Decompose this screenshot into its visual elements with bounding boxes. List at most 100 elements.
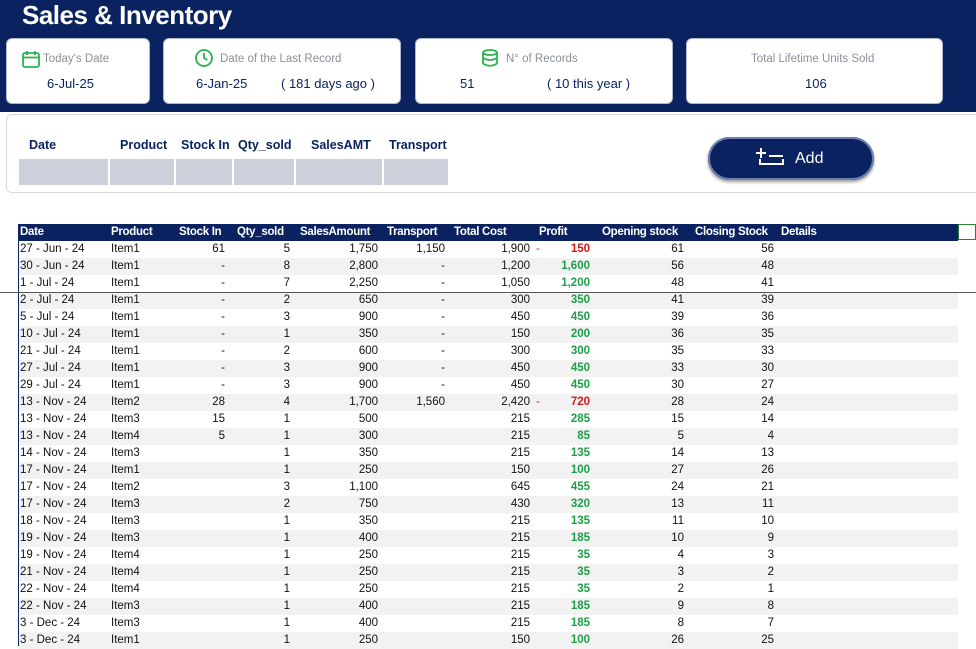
cell-sales-amount: 650 (358, 294, 378, 306)
cell-closing-stock: 14 (761, 413, 774, 425)
col-opening-stock[interactable]: Opening stock (602, 226, 678, 238)
table-row[interactable]: 10 - Jul - 24 Item1 - 1 350 - 150 200 36 35 (18, 326, 958, 343)
table-row[interactable]: 14 - Nov - 24 Item3 1 350 215 135 14 13 (18, 445, 958, 462)
table-row[interactable]: 18 - Nov - 24 Item3 1 350 215 135 11 10 (18, 513, 958, 530)
cell-sales-amount: 1,750 (349, 243, 378, 255)
table-row[interactable]: 19 - Nov - 24 Item4 1 250 215 35 4 3 (18, 547, 958, 564)
table-row[interactable]: 2 - Jul - 24 Item1 - 2 650 - 300 350 41 39 (18, 292, 958, 309)
cell-product: Item1 (111, 243, 140, 255)
table-row[interactable]: 22 - Nov - 24 Item3 1 400 215 185 9 8 (18, 598, 958, 615)
cell-product: Item1 (111, 294, 140, 306)
cell-closing-stock: 8 (767, 600, 774, 612)
date-input[interactable] (19, 159, 108, 185)
cell-sales-amount: 400 (358, 617, 378, 629)
table-row[interactable]: 5 - Jul - 24 Item1 - 3 900 - 450 450 39 36 (18, 309, 958, 326)
cell-transport: 1,560 (416, 396, 445, 408)
col-closing-stock[interactable]: Closing Stock (695, 226, 768, 238)
col-product[interactable]: Product (111, 226, 153, 238)
table-row[interactable]: 27 - Jun - 24 Item1 61 5 1,750 1,150 1,900- 150… (18, 241, 958, 258)
table-row[interactable]: 19 - Nov - 24 Item3 1 400 215 185 10 9 (18, 530, 958, 547)
cell-opening-stock: 56 (671, 260, 684, 272)
cell-opening-stock: 33 (671, 362, 684, 374)
cell-closing-stock: 7 (767, 617, 774, 629)
cell-closing-stock: 9 (767, 532, 774, 544)
cell-profit: 185 (570, 532, 590, 544)
cell-total-cost: 215 (510, 515, 530, 527)
cell-product: Item4 (111, 549, 140, 561)
sheet-gridline (0, 292, 976, 293)
col-date[interactable]: Date (20, 226, 44, 238)
cell-opening-stock: 24 (671, 481, 684, 493)
cell-profit-sign: - (536, 243, 540, 255)
cell-date: 22 - Nov - 24 (20, 600, 87, 612)
cell-stock-in: - (221, 328, 225, 340)
col-stock-in[interactable]: Stock In (179, 226, 222, 238)
cell-sales-amount: 400 (358, 532, 378, 544)
cell-closing-stock: 11 (762, 498, 774, 510)
cell-date: 17 - Nov - 24 (20, 464, 87, 476)
table-row[interactable]: 3 - Dec - 24 Item3 1 400 215 185 8 7 (18, 615, 958, 632)
transport-input[interactable] (384, 159, 448, 185)
stock-in-input[interactable] (176, 159, 232, 185)
table-row[interactable]: 1 - Jul - 24 Item1 - 7 2,250 - 1,050 1,200 48 41 (18, 275, 958, 292)
table-row[interactable]: 27 - Jul - 24 Item1 - 3 900 - 450 450 33 30 (18, 360, 958, 377)
cell-opening-stock: 26 (671, 634, 684, 646)
cell-qty-sold: 1 (283, 600, 290, 612)
cell-profit: 100 (570, 634, 590, 646)
cell-transport: - (441, 328, 445, 340)
table-row[interactable]: 17 - Nov - 24 Item3 2 750 430 320 13 11 (18, 496, 958, 513)
cell-sales-amount: 350 (358, 328, 378, 340)
cell-stock-in: 28 (212, 396, 225, 408)
col-transport[interactable]: Transport (387, 226, 438, 238)
sales-amt-input[interactable] (296, 159, 382, 185)
table-row[interactable]: 22 - Nov - 24 Item4 1 250 215 35 2 1 (18, 581, 958, 598)
cell-product: Item4 (111, 583, 140, 595)
table-row[interactable]: 30 - Jun - 24 Item1 - 8 2,800 - 1,200 1,600 56 48 (18, 258, 958, 275)
cell-total-cost: 1,900 (501, 243, 530, 255)
table-row[interactable]: 21 - Nov - 24 Item4 1 250 215 35 3 2 (18, 564, 958, 581)
table-row[interactable]: 13 - Nov - 24 Item3 15 1 500 215 285 15 14 (18, 411, 958, 428)
cell-qty-sold: 2 (283, 498, 290, 510)
cell-qty-sold: 3 (283, 362, 290, 374)
cell-date: 10 - Jul - 24 (20, 328, 81, 340)
cell-total-cost: 645 (510, 481, 530, 493)
cell-closing-stock: 48 (761, 260, 774, 272)
add-button[interactable]: Add (708, 137, 874, 180)
cell-closing-stock: 26 (761, 464, 774, 476)
cell-closing-stock: 3 (767, 549, 774, 561)
cell-date: 17 - Nov - 24 (20, 498, 87, 510)
table-row[interactable]: 29 - Jul - 24 Item1 - 3 900 - 450 450 30 27 (18, 377, 958, 394)
cell-opening-stock: 3 (677, 566, 684, 578)
table-row[interactable]: 17 - Nov - 24 Item1 1 250 150 100 27 26 (18, 462, 958, 479)
cell-total-cost: 215 (510, 447, 530, 459)
cell-total-cost: 300 (510, 294, 530, 306)
col-sales-amount[interactable]: SalesAmount (300, 226, 371, 238)
col-qty-sold[interactable]: Qty_sold (237, 226, 284, 238)
cell-opening-stock: 15 (671, 413, 684, 425)
selected-cell[interactable] (958, 224, 976, 240)
cell-total-cost: 300 (510, 345, 530, 357)
table-row[interactable]: 17 - Nov - 24 Item2 3 1,100 645 455 24 21 (18, 479, 958, 496)
table-row[interactable]: 13 - Nov - 24 Item4 5 1 300 215 85 5 4 (18, 428, 958, 445)
qty-sold-input[interactable] (234, 159, 294, 185)
table-row[interactable]: 13 - Nov - 24 Item2 28 4 1,700 1,560 2,420- 720… (18, 394, 958, 411)
cell-product: Item3 (111, 600, 140, 612)
clock-icon (194, 48, 214, 73)
cell-stock-in: - (221, 362, 225, 374)
cell-qty-sold: 3 (283, 481, 290, 493)
col-details[interactable]: Details (781, 226, 817, 238)
cell-qty-sold: 8 (283, 260, 290, 272)
cell-qty-sold: 1 (283, 430, 290, 442)
cell-profit: 285 (570, 413, 590, 425)
card-today-label: Today's Date (43, 53, 110, 65)
cell-product: Item3 (111, 413, 140, 425)
table-row[interactable]: 21 - Jul - 24 Item1 - 2 600 - 300 300 35 33 (18, 343, 958, 360)
cell-stock-in: - (221, 277, 225, 289)
product-input[interactable] (110, 159, 174, 185)
app-title: Sales & Inventory (22, 0, 232, 30)
cell-date: 5 - Jul - 24 (20, 311, 75, 323)
col-total-cost[interactable]: Total Cost (454, 226, 507, 238)
table-row[interactable]: 3 - Dec - 24 Item1 1 250 150 100 26 25 (18, 632, 958, 649)
col-profit[interactable]: Profit (539, 226, 568, 238)
cell-closing-stock: 21 (761, 481, 774, 493)
